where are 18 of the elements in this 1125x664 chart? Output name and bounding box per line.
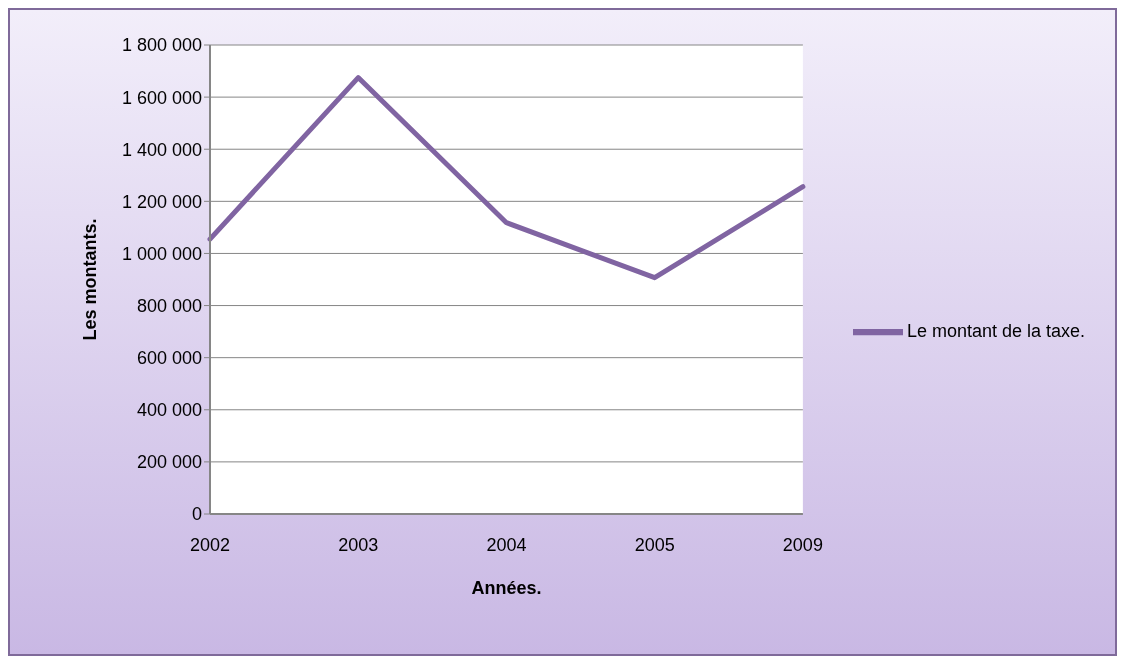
y-tick-label: 1 400 000 — [121, 139, 202, 160]
x-tick-label: 2005 — [634, 534, 675, 555]
y-tick-label: 1 600 000 — [121, 87, 202, 108]
y-tick-label: 1 800 000 — [121, 35, 202, 56]
y-axis-title: Les montants. — [80, 218, 101, 341]
y-tick-label: 400 000 — [136, 400, 202, 421]
x-tick-label: 2009 — [782, 534, 823, 555]
x-tick-label: 2004 — [486, 534, 527, 555]
legend-label: Le montant de la taxe. — [906, 320, 1085, 341]
x-axis-title: Années. — [471, 578, 542, 598]
x-tick-label: 2002 — [189, 534, 231, 555]
y-tick-label: 600 000 — [136, 348, 202, 369]
y-tick-label: 1 200 000 — [121, 191, 202, 212]
x-tick-label: 2003 — [338, 534, 379, 555]
y-tick-label: 800 000 — [136, 295, 202, 316]
y-tick-label: 200 000 — [136, 452, 202, 473]
y-tick-label: 0 — [191, 504, 202, 525]
y-tick-label: 1 000 000 — [121, 243, 202, 264]
